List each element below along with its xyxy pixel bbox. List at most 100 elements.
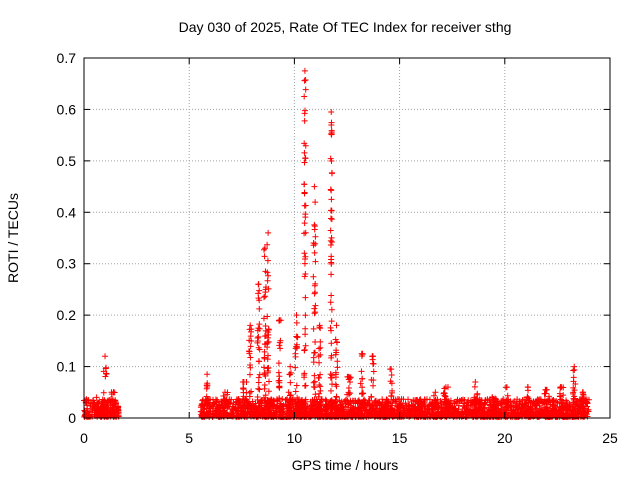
data-point	[316, 381, 323, 388]
data-point	[357, 403, 364, 410]
data-point	[389, 387, 396, 394]
data-point	[200, 396, 207, 403]
data-point	[426, 401, 433, 408]
data-point	[333, 322, 340, 329]
data-point	[327, 215, 334, 222]
data-point	[414, 403, 421, 410]
data-point	[292, 364, 299, 371]
data-point	[584, 403, 591, 410]
data-point	[388, 412, 395, 419]
data-point	[328, 109, 335, 115]
data-point	[571, 393, 578, 400]
data-point	[301, 67, 308, 74]
data-point	[328, 253, 335, 260]
data-point	[272, 405, 279, 412]
data-point	[267, 412, 274, 419]
data-point	[379, 401, 386, 408]
data-point	[496, 411, 503, 418]
data-point	[375, 409, 382, 416]
data-point	[249, 398, 256, 405]
data-point	[434, 410, 441, 417]
data-point	[541, 396, 548, 403]
data-point	[334, 339, 341, 346]
data-point	[473, 395, 480, 402]
data-point	[554, 399, 561, 406]
x-tick-label: 10	[287, 430, 303, 446]
data-point	[229, 403, 236, 410]
data-point	[329, 170, 336, 177]
data-point	[302, 342, 309, 349]
data-point	[359, 410, 366, 417]
data-point	[260, 315, 267, 322]
data-point	[245, 403, 252, 410]
data-point	[570, 374, 577, 381]
data-point	[221, 396, 228, 403]
data-point	[214, 410, 221, 417]
data-point	[255, 281, 262, 288]
data-point	[328, 292, 335, 299]
data-point	[545, 409, 552, 416]
data-point	[311, 305, 318, 312]
data-point	[220, 411, 227, 418]
data-point	[301, 250, 308, 257]
data-point	[415, 406, 422, 413]
data-point	[246, 326, 253, 333]
data-point	[301, 93, 308, 100]
data-point	[248, 388, 255, 395]
data-point	[312, 391, 319, 398]
data-point	[289, 396, 296, 403]
data-point	[376, 399, 383, 406]
data-point	[261, 364, 267, 371]
data-point	[285, 389, 292, 396]
data-point	[332, 398, 339, 405]
data-point	[264, 313, 271, 320]
data-point	[265, 402, 272, 409]
data-point	[529, 399, 535, 406]
data-point	[256, 305, 263, 312]
data-point	[328, 354, 335, 361]
data-point	[316, 390, 323, 397]
data-point	[394, 410, 401, 417]
data-point	[370, 406, 377, 413]
data-point	[301, 181, 308, 188]
data-point	[563, 406, 570, 413]
y-tick-label: 0.4	[57, 204, 77, 220]
data-point	[199, 413, 206, 420]
data-point	[311, 226, 318, 233]
data-point	[261, 348, 268, 355]
data-point	[94, 399, 101, 406]
data-point	[444, 408, 451, 415]
data-point	[327, 387, 334, 394]
data-point	[316, 322, 323, 329]
data-point	[302, 229, 309, 236]
data-point	[276, 342, 283, 349]
data-point	[102, 409, 109, 416]
data-point	[302, 142, 309, 149]
data-point	[348, 399, 355, 406]
data-point	[95, 411, 102, 418]
data-point	[108, 411, 115, 418]
data-point	[261, 253, 268, 260]
data-point	[247, 322, 254, 329]
data-point	[369, 353, 376, 360]
data-point	[541, 390, 548, 397]
data-point	[332, 369, 339, 376]
data-point	[558, 384, 565, 391]
data-point	[316, 413, 323, 420]
data-point	[224, 405, 231, 412]
data-point	[368, 393, 375, 400]
data-point	[286, 407, 293, 414]
data-point	[286, 371, 293, 378]
data-point	[328, 306, 335, 313]
data-point	[382, 413, 389, 420]
y-axis-label: ROTI / TECUs	[5, 193, 21, 283]
y-tick-label: 0.2	[57, 307, 77, 323]
data-point	[464, 406, 471, 413]
data-point	[349, 405, 356, 412]
data-point	[225, 401, 232, 408]
data-point	[398, 396, 405, 403]
data-point	[455, 408, 462, 415]
data-point	[302, 202, 309, 209]
data-point	[302, 294, 309, 301]
data-point	[265, 338, 272, 345]
